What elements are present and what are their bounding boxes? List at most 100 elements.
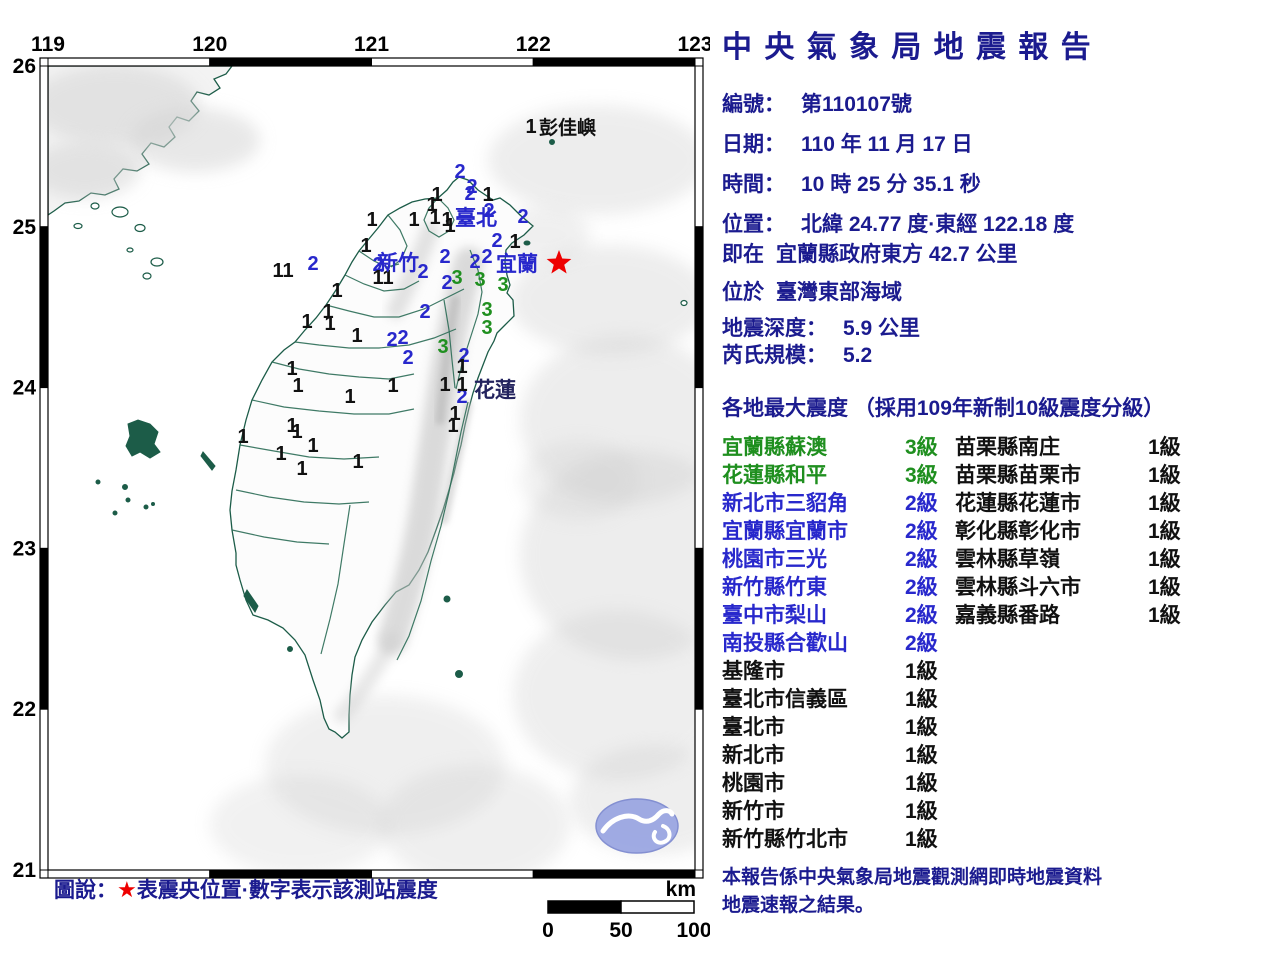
station-intensity-value: 1 — [408, 209, 419, 231]
intensity-heading: 各地最大震度 （採用109年新制10級震度分級） — [722, 397, 1165, 420]
intensity-level: 3級 — [905, 436, 938, 459]
intensity-row: 苗栗縣南庄 1級 — [955, 434, 1210, 462]
station-intensity-value: 1 — [331, 280, 342, 302]
field-relative-location: 即在 宜蘭縣政府東方 42.7 公里 — [722, 238, 1018, 268]
station-intensity-value: 1 — [366, 209, 377, 231]
station-name: 南投縣合歡山 — [722, 632, 848, 655]
map-inner-border — [47, 65, 696, 871]
station-intensity-value: 3 — [437, 336, 448, 358]
scale-bar-left-half — [547, 900, 622, 914]
scale-bar-right-half — [620, 900, 695, 914]
city-label: 花蓮 — [474, 378, 516, 402]
field-label: 日期： — [722, 133, 785, 156]
lon-tick-label: 123 — [677, 33, 710, 56]
station-name: 新北市三貂角 — [722, 492, 848, 515]
field-value: 10 時 25 分 35.1 秒 — [801, 173, 981, 196]
frame-segment-right — [694, 226, 704, 389]
field-value: 第110107號 — [801, 93, 912, 116]
offshore-islands — [95, 139, 688, 678]
field-value: 臺灣東部海域 — [776, 281, 902, 304]
intensity-level: 1級 — [905, 660, 938, 683]
intensity-row: 彰化縣彰化市 1級 — [955, 518, 1210, 546]
station-intensity-value: 1 — [292, 375, 303, 397]
intensity-row: 花蓮縣和平 3級 — [722, 462, 967, 490]
frame-segment-right — [694, 387, 704, 549]
intensity-level: 1級 — [1148, 492, 1181, 515]
intensity-row: 宜蘭縣宜蘭市 2級 — [722, 518, 967, 546]
intensity-level: 1級 — [905, 744, 938, 767]
frame-segment-left — [39, 708, 49, 871]
station-intensity-value: 2 — [456, 386, 467, 408]
station-intensity-value: 2 — [417, 261, 428, 283]
station-intensity-value: 3 — [497, 274, 508, 296]
station-name: 新竹市 — [722, 800, 785, 823]
epicenter-star — [546, 250, 572, 274]
field-magnitude: 芮氏規模： 5.2 — [722, 339, 872, 369]
intensity-level: 1級 — [905, 716, 938, 739]
station-intensity-value: 3 — [481, 317, 492, 339]
station-intensity-value: 2 — [441, 272, 452, 294]
intensity-level: 1級 — [1148, 436, 1181, 459]
city-label: 臺北 — [455, 207, 497, 230]
relief-shading — [334, 221, 484, 723]
frame-segment-left — [39, 387, 49, 549]
intensity-row: 雲林縣草嶺 1級 — [955, 546, 1210, 574]
station-intensity-value: 2 — [481, 246, 492, 268]
intensity-level: 2級 — [905, 520, 938, 543]
station-intensity-value: 2 — [454, 161, 465, 183]
station-name: 彰化縣彰化市 — [955, 520, 1081, 543]
scale-unit-label: km — [666, 878, 696, 901]
lat-tick-label: 24 — [13, 377, 37, 400]
intensity-level: 1級 — [1148, 548, 1181, 571]
station-intensity-value: 2 — [419, 301, 430, 323]
map-outer-border — [39, 57, 704, 879]
report-title: 中 央 氣 象 局 地 震 報 告 — [722, 31, 1093, 64]
intensity-row: 新竹縣竹東 2級 — [722, 574, 967, 602]
station-intensity-value: 2 — [386, 329, 397, 351]
station-name: 臺北市 — [722, 716, 785, 739]
station-intensity-value: 1 — [441, 209, 452, 231]
scale-tick-50: 50 — [609, 919, 632, 942]
map-legend: 圖說：★表震央位置·數字表示該測站震度 — [54, 874, 438, 904]
lat-tick-label: 23 — [13, 537, 36, 560]
intensity-level: 1級 — [905, 688, 938, 711]
lon-tick-label: 120 — [192, 33, 227, 56]
legend-prefix: 圖說： — [54, 879, 117, 902]
station-intensity-value: 1 — [282, 260, 293, 282]
frame-segment-left — [39, 547, 49, 710]
field-date: 日期： 110 年 11 月 17 日 — [722, 128, 973, 158]
epicenter-star-icon: ★ — [117, 877, 137, 902]
frame-segment-bottom — [532, 869, 696, 879]
intensity-row: 基隆市 1級 — [722, 658, 967, 686]
lat-tick-label: 21 — [13, 859, 37, 882]
station-intensity-value: 1 — [372, 267, 383, 289]
intensity-row: 花蓮縣花蓮市 1級 — [955, 490, 1210, 518]
station-intensity-value: 1 — [456, 374, 467, 396]
frame-segment-left — [39, 226, 49, 389]
station-intensity-value: 2 — [469, 251, 480, 273]
station-name: 桃園市三光 — [722, 548, 827, 571]
station-name: 花蓮縣和平 — [722, 464, 827, 487]
station-name: 新竹縣竹東 — [722, 576, 827, 599]
station-intensity-value: 1 — [344, 386, 355, 408]
field-time: 時間： 10 時 25 分 35.1 秒 — [722, 168, 981, 198]
intensity-row: 宜蘭縣蘇澳 3級 — [722, 434, 967, 462]
intensity-row: 臺北市 1級 — [722, 714, 967, 742]
field-depth: 地震深度： 5.9 公里 — [722, 312, 920, 342]
intensity-row: 新竹縣竹北市 1級 — [722, 826, 967, 854]
station-intensity-value: 1 — [509, 231, 520, 253]
intensity-row: 新竹市 1級 — [722, 798, 967, 826]
frame-segment-top — [47, 57, 211, 67]
intensity-row: 臺北市信義區 1級 — [722, 686, 967, 714]
intensity-row: 桃園市 1級 — [722, 770, 967, 798]
station-name: 宜蘭縣宜蘭市 — [722, 520, 848, 543]
station-intensity-value: 3 — [451, 267, 462, 289]
lon-tick-label: 119 — [31, 33, 65, 56]
intensity-level: 1級 — [1148, 604, 1181, 627]
city-label: 新竹 — [377, 251, 419, 275]
field-label: 位於 — [722, 281, 764, 304]
station-intensity-value: 1 — [447, 415, 458, 437]
intensity-level: 2級 — [905, 548, 938, 571]
